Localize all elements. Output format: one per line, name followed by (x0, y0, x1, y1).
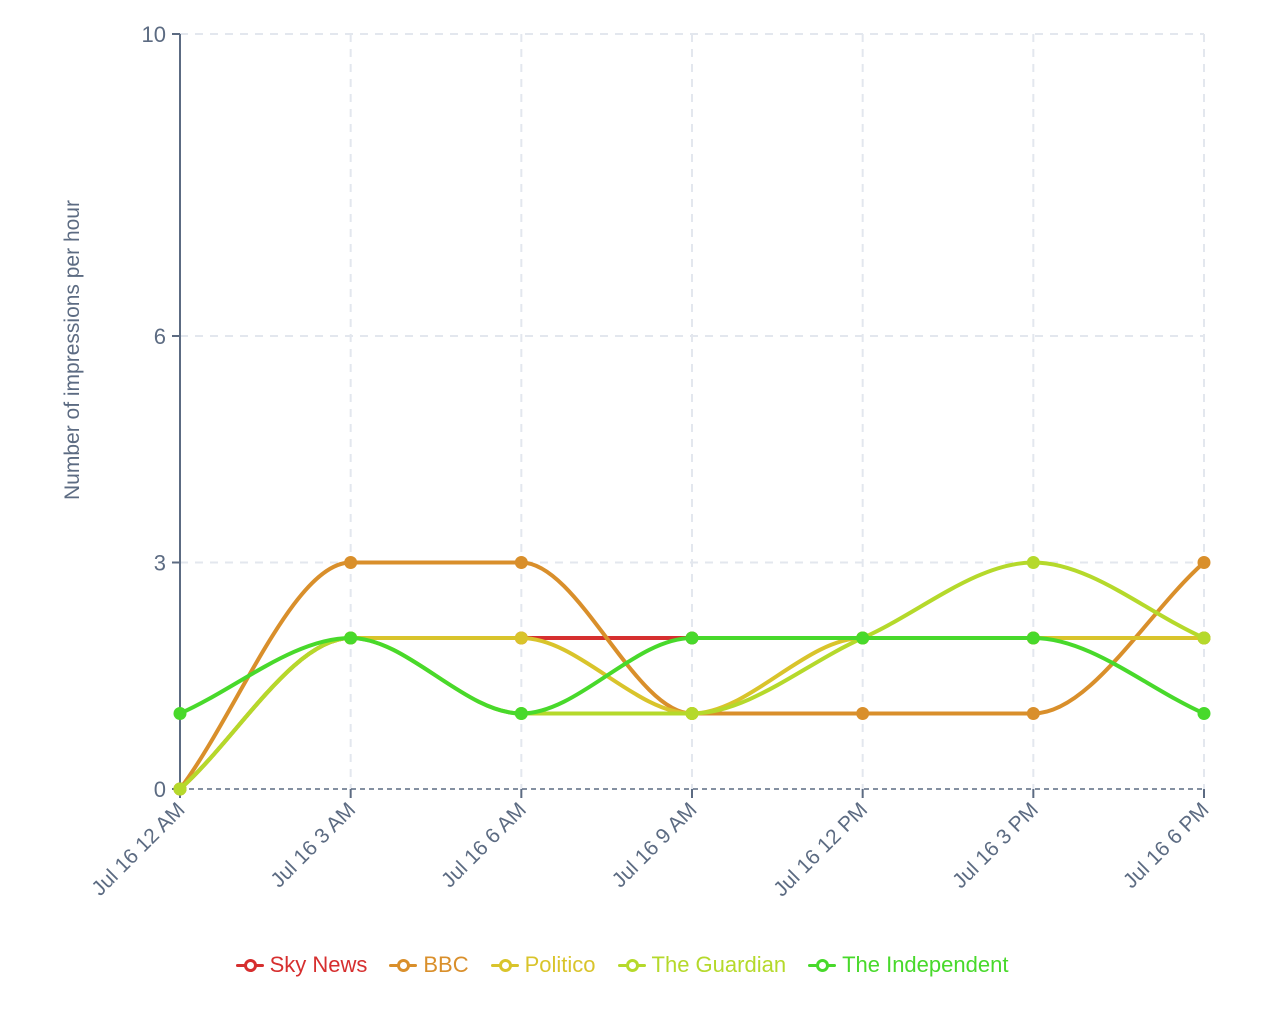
y-axis-label: Number of impressions per hour (61, 200, 84, 500)
legend-line-marker-icon (389, 958, 418, 972)
legend-label: The Guardian (651, 952, 787, 977)
legend-label: The Independent (842, 952, 1009, 977)
data-point[interactable] (1197, 556, 1211, 569)
data-point[interactable] (856, 707, 870, 720)
series-the-independent[interactable] (173, 631, 1211, 721)
data-point[interactable] (514, 556, 528, 569)
x-tick-label: Jul 16 9 AM (608, 798, 702, 892)
legend-line-marker-icon (617, 958, 646, 972)
data-point[interactable] (514, 707, 528, 720)
data-point[interactable] (685, 631, 699, 645)
data-point[interactable] (1026, 707, 1040, 720)
legend-item-sky-news[interactable]: Sky News (235, 952, 368, 978)
data-point[interactable] (173, 707, 187, 720)
data-point[interactable] (856, 631, 870, 645)
legend-item-bbc[interactable]: BBC (389, 952, 469, 978)
x-tick-label: Jul 16 12 AM (87, 798, 189, 900)
legend: Sky News BBC Politico The Guardian The Indep… (0, 952, 1244, 978)
data-point[interactable] (1197, 631, 1211, 645)
data-point[interactable] (685, 707, 699, 720)
data-point[interactable] (344, 556, 358, 569)
legend-label: BBC (423, 952, 469, 977)
data-point[interactable] (1026, 556, 1040, 569)
x-tick-label: Jul 16 6 PM (1119, 798, 1214, 893)
y-tick-label: 3 (154, 551, 166, 576)
legend-label: Politico (524, 952, 596, 977)
legend-label: Sky News (269, 952, 368, 977)
data-point[interactable] (1197, 707, 1211, 720)
x-tick-label: Jul 16 6 AM (437, 798, 531, 892)
data-point[interactable] (514, 631, 528, 645)
legend-line-marker-icon (808, 958, 837, 972)
series-lines (173, 556, 1211, 796)
data-point[interactable] (173, 782, 187, 796)
x-tick-label: Jul 16 3 AM (266, 798, 360, 892)
x-tick-label: Jul 16 12 PM (769, 798, 872, 901)
legend-item-politico[interactable]: Politico (490, 952, 596, 978)
legend-item-the-independent[interactable]: The Independent (808, 952, 1008, 978)
x-tick-label: Jul 16 3 PM (948, 798, 1043, 893)
y-tick-label: 0 (154, 777, 166, 802)
data-point[interactable] (344, 631, 358, 645)
legend-line-marker-icon (490, 958, 519, 972)
grid-lines (180, 33, 1205, 789)
data-point[interactable] (1026, 631, 1040, 645)
y-tick-label: 10 (142, 22, 166, 47)
legend-item-the-guardian[interactable]: The Guardian (617, 952, 787, 978)
axes: 0 3 6 10 Jul 16 12 AM Jul 16 3 AM Jul 16 6 AM J… (87, 22, 1213, 901)
y-tick-label: 6 (154, 324, 166, 349)
legend-line-marker-icon (235, 958, 264, 972)
